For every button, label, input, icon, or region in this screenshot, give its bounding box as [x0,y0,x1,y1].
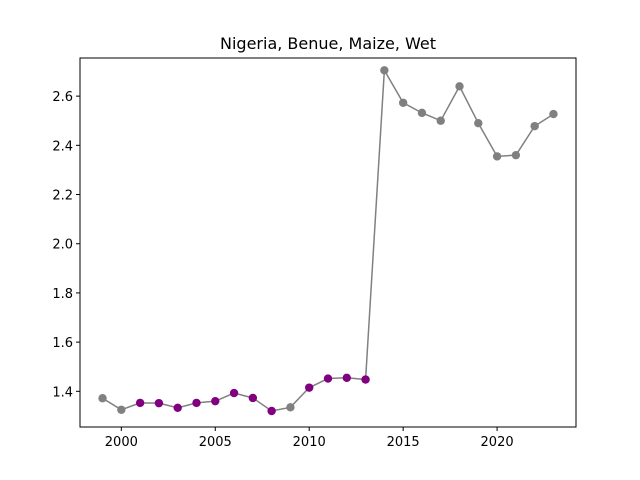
data-point [135,398,145,408]
data-point [173,403,182,413]
x-tick-label: 2020 [481,435,514,450]
data-point [305,383,314,392]
data-point [549,109,558,119]
y-tick-label: 2.0 [52,238,73,253]
data-point [455,82,464,91]
data-point [417,108,427,118]
y-tick-label: 1.8 [52,287,73,302]
data-point [98,394,107,403]
data-point [267,406,276,416]
data-point [211,396,220,406]
data-point [117,405,126,414]
data-point [248,393,258,403]
data-point [229,388,239,398]
data-point [323,374,333,383]
series-line [102,67,554,412]
x-tick-label: 2010 [293,435,326,450]
data-point [361,375,370,384]
data-point [530,121,539,131]
y-tick-label: 1.4 [52,385,73,400]
y-tick-label: 2.2 [52,189,73,204]
data-point [436,116,445,125]
data-point [511,150,521,160]
data-point [286,403,295,412]
x-tick-label: 2000 [105,435,138,450]
plot-frame [79,57,577,428]
data-point [342,373,351,382]
x-tick-label: 2005 [199,435,232,450]
data-point [474,118,483,128]
chart-title: Nigeria, Benue, Maize, Wet [220,34,436,53]
data-point [398,98,408,107]
data-point [192,398,201,408]
data-point [380,66,389,75]
data-point [492,152,502,161]
data-point [154,398,164,408]
y-tick-label: 2.4 [52,139,73,154]
x-tick-label: 2015 [387,435,420,450]
y-tick-label: 1.6 [52,336,73,351]
y-tick-label: 2.6 [52,90,73,105]
